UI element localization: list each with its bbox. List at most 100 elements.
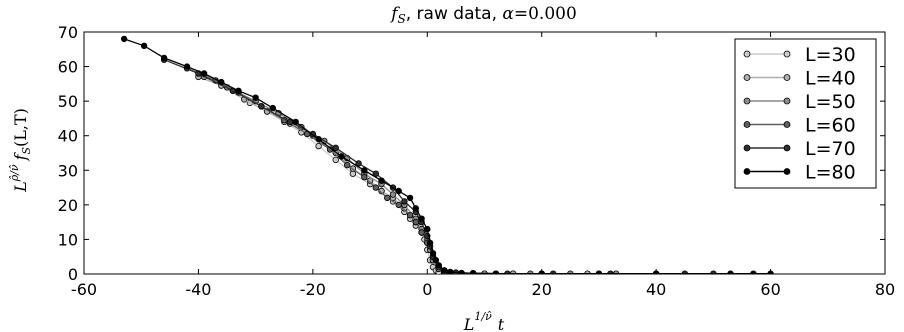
legend-swatch-marker (783, 144, 791, 152)
y-tick-label: 60 (58, 58, 78, 77)
x-tick-label: -40 (185, 280, 211, 299)
y-axis-title: Lρ̂/ν̂ fS(L,T) (8, 108, 33, 193)
chart-title: fS, raw data, α=0.000 (389, 4, 577, 26)
legend-swatch-marker (743, 50, 751, 58)
series-layer (120, 35, 774, 274)
x-tick-label: 60 (760, 280, 780, 299)
x-tick-label: -60 (71, 280, 97, 299)
data-point (372, 184, 379, 191)
series-line (123, 38, 771, 274)
data-point (595, 270, 603, 274)
x-tick-label: 20 (532, 280, 552, 299)
title-text: , raw data, (406, 4, 503, 24)
legend-swatch-marker (743, 97, 751, 105)
y-axis-title-args: (L,T) (11, 108, 30, 147)
data-point (412, 218, 419, 226)
legend-swatch-marker (783, 121, 791, 128)
y-tick-label: 10 (58, 230, 78, 249)
legend-item: L=50 (743, 91, 856, 113)
legend-item: L=80 (743, 162, 856, 184)
y-tick-label: 70 (58, 23, 78, 42)
data-point (235, 87, 242, 94)
y-tick-label: 40 (58, 127, 78, 146)
data-point (315, 142, 322, 150)
y-axis-title-sup: ρ̂/ν̂ (8, 164, 21, 182)
data-point (218, 78, 225, 86)
data-point (332, 156, 339, 164)
data-point (447, 268, 454, 274)
data-point (406, 211, 414, 219)
data-point (395, 201, 402, 209)
data-point (389, 191, 397, 198)
legend-swatch-marker (783, 50, 791, 58)
y-tick-label: 50 (58, 92, 78, 111)
ticks-layer: -60 -40 -20 0 20 40 60 80 0 10 20 30 40 50 60 70 (58, 23, 896, 299)
data-point (338, 153, 345, 160)
x-tick-label: 40 (646, 280, 666, 299)
x-axis-title: L1/ν̂ t (463, 310, 505, 332)
data-point (361, 167, 368, 174)
legend-label: L=80 (805, 162, 856, 184)
data-point (441, 267, 448, 274)
data-point (269, 104, 276, 112)
data-point (406, 194, 414, 202)
legend-swatch-marker (783, 74, 791, 81)
data-point (120, 35, 128, 43)
data-point (140, 42, 148, 49)
data-point (292, 118, 299, 126)
data-point (378, 177, 385, 184)
data-point (200, 70, 208, 77)
data-point (492, 270, 500, 274)
data-point (750, 270, 757, 274)
x-tick-label: 0 (422, 280, 432, 299)
legend-swatch-marker (743, 74, 751, 81)
legend-label: L=50 (805, 91, 856, 113)
y-tick-label: 20 (58, 196, 78, 215)
x-axis-title-sup: 1/ν̂ (474, 310, 492, 323)
data-point (401, 198, 408, 205)
x-axis-title-var: t (498, 315, 505, 332)
title-alpha: α (502, 4, 514, 24)
x-tick-label: 80 (875, 280, 895, 299)
data-point (727, 270, 734, 274)
data-point (344, 161, 351, 169)
legend-label: L=40 (805, 68, 856, 90)
legend-item: L=30 (743, 44, 856, 66)
legend-label: L=70 (805, 138, 856, 160)
legend-label: L=30 (805, 44, 856, 66)
title-symbol: f (389, 4, 400, 24)
data-point (258, 103, 265, 110)
data-point (435, 262, 442, 269)
data-point (432, 257, 440, 264)
legend-box (734, 38, 877, 189)
y-axis-title-sub: S (20, 147, 33, 155)
x-tick-label: -20 (300, 280, 326, 299)
data-point (469, 270, 477, 274)
legend-label: L=60 (805, 115, 856, 137)
data-point (183, 63, 191, 70)
series-L=80 (120, 35, 774, 274)
title-equals: =0.000 (514, 4, 577, 24)
data-point (418, 215, 425, 222)
legend-swatch-marker (743, 168, 751, 175)
y-axis-title-func: f (11, 151, 30, 161)
data-point (424, 225, 431, 233)
y-axis-title-base: L (11, 181, 30, 193)
data-point (384, 194, 391, 202)
legend-swatch-marker (743, 121, 751, 128)
legend-swatch-marker (783, 168, 791, 175)
data-point (160, 54, 168, 62)
data-point (412, 205, 419, 212)
legend-item: L=40 (743, 68, 856, 90)
data-point (332, 144, 339, 151)
legend-item: L=70 (743, 138, 856, 160)
y-tick-label: 30 (58, 161, 78, 180)
x-axis-title-base: L (463, 315, 475, 332)
data-point (429, 250, 437, 257)
data-point (361, 173, 368, 181)
data-point (395, 187, 402, 195)
data-point (418, 229, 425, 236)
data-point (426, 239, 434, 247)
y-tick-label: 0 (68, 265, 78, 284)
